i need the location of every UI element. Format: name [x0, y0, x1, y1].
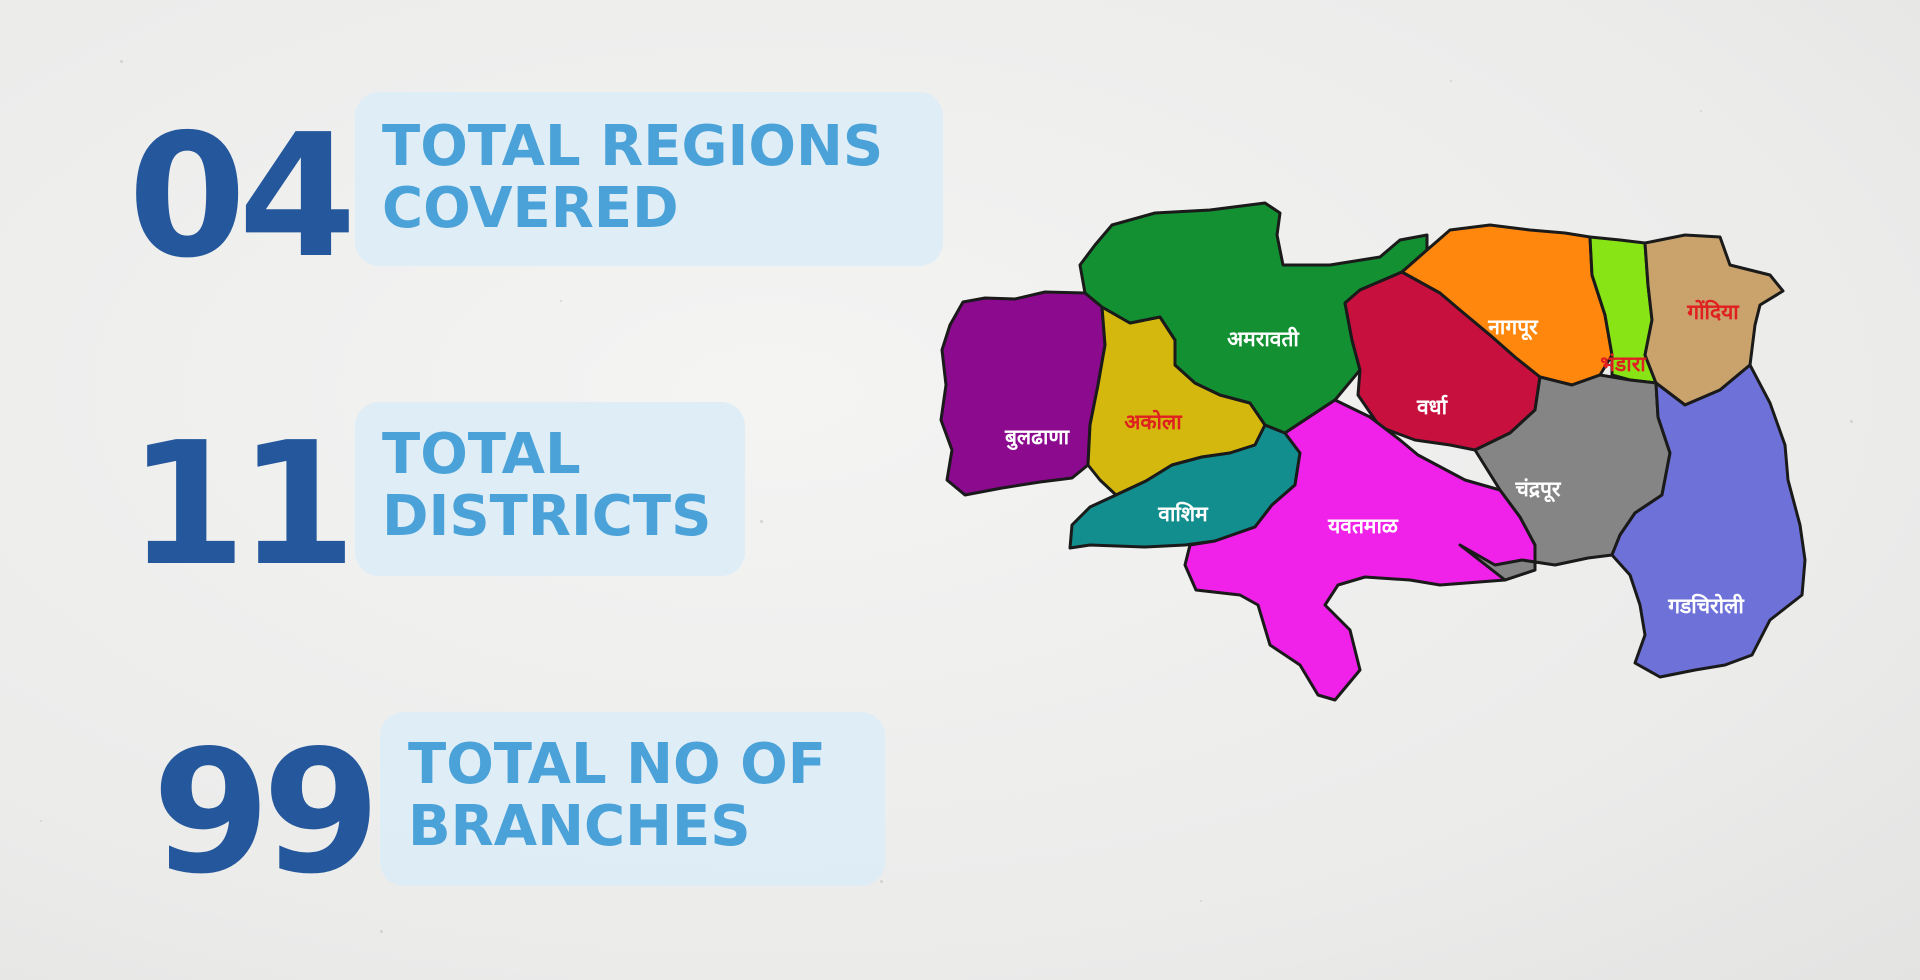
stat-label-line1: TOTAL REGIONS: [382, 114, 884, 179]
district-yavatmal: [1183, 398, 1537, 702]
district-label-washim: वाशिम: [1157, 501, 1209, 526]
stat-label-line1: TOTAL: [382, 422, 581, 487]
stat-number: 04: [128, 98, 357, 296]
district-label-bhandara: भंडारा: [1600, 352, 1647, 376]
stat-number: 11: [128, 406, 357, 604]
stat-number: 99: [152, 714, 381, 912]
district-label-buldhana: बुलढाणा: [1004, 425, 1071, 451]
stat-card: [380, 712, 885, 886]
district-map: बुलढाणा अकोला वाशिम अमरावती वर्धा यवतमाळ नागपू…: [939, 195, 1840, 835]
district-map-svg: बुलढाणा अकोला वाशिम अमरावती वर्धा यवतमाळ नागपू…: [939, 201, 1807, 702]
stat-label-line2: BRANCHES: [408, 794, 751, 859]
stat-card: [355, 402, 745, 576]
district-gadchiroli: [1610, 363, 1807, 679]
district-label-yavatmal: यवतमाळ: [1327, 514, 1399, 538]
stat-label-line1: TOTAL NO OF: [408, 732, 827, 797]
district-label-wardha: वर्धा: [1416, 394, 1449, 419]
district-buldhana: [939, 290, 1107, 497]
district-label-gondia: गोंदिया: [1686, 299, 1740, 324]
district-label-nagpur: नागपूर: [1487, 315, 1539, 341]
stat-label-line2: COVERED: [382, 176, 679, 241]
district-label-chandrapur: चंद्रपूर: [1514, 477, 1561, 503]
stat-label-line2: DISTRICTS: [382, 484, 712, 549]
district-gondia: [1643, 233, 1785, 407]
stat-card: [355, 92, 943, 266]
district-label-amravati: अमरावती: [1227, 326, 1300, 351]
district-label-akola: अकोला: [1124, 409, 1183, 434]
district-label-gadchiroli: गडचिरोली: [1667, 593, 1745, 618]
